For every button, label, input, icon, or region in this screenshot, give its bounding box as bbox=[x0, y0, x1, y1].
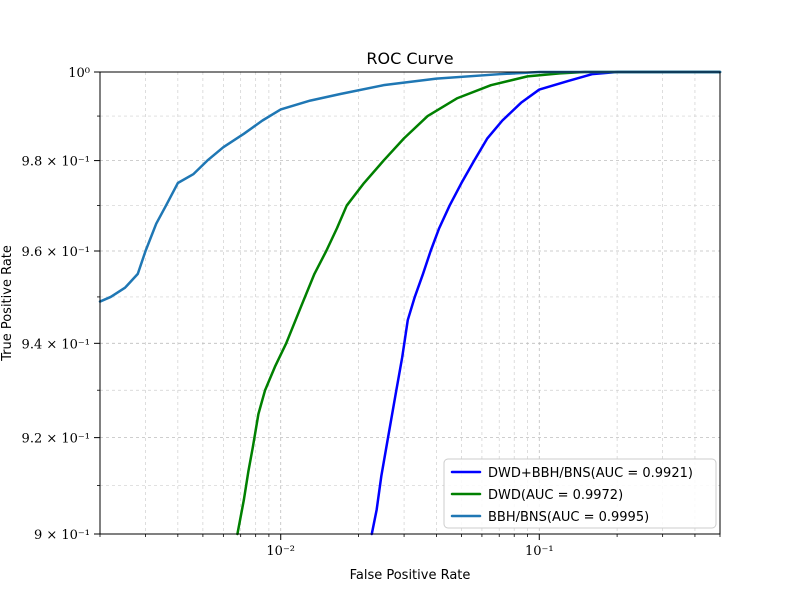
legend: DWD+BBH/BNS(AUC = 0.9921) DWD(AUC = 0.997… bbox=[443, 458, 717, 529]
series-line-1 bbox=[370, 70, 722, 536]
y-tick-label: 9 × 10⁻¹ bbox=[34, 528, 90, 543]
chart-title: ROC Curve bbox=[366, 49, 453, 68]
legend-label: BBH/BNS(AUC = 0.9995) bbox=[488, 510, 649, 525]
y-tick-label: 9.6 × 10⁻¹ bbox=[22, 245, 90, 260]
x-axis-label: False Positive Rate bbox=[350, 568, 471, 583]
series-line-2 bbox=[236, 70, 722, 536]
legend-label: DWD(AUC = 0.9972) bbox=[488, 488, 623, 503]
x-tick-label: 10⁻¹ bbox=[525, 544, 554, 559]
legend-label: DWD+BBH/BNS(AUC = 0.9921) bbox=[488, 466, 693, 481]
y-tick-label: 9.8 × 10⁻¹ bbox=[22, 155, 90, 170]
y-tick-label: 9.2 × 10⁻¹ bbox=[22, 432, 90, 447]
y-tick-label: 10⁰ bbox=[68, 66, 90, 81]
series-layer bbox=[98, 70, 722, 536]
x-tick-label: 10⁻² bbox=[266, 544, 295, 559]
plot-area-border bbox=[99, 71, 721, 535]
y-axis-label: True Positive Rate bbox=[0, 245, 15, 362]
legend-box bbox=[443, 458, 717, 529]
tick-layer: 10⁻² 10⁻¹ 9 × 10⁻¹ 9.2 × 10⁻¹ 9.4 × 10⁻¹ 9.6 … bbox=[22, 66, 721, 559]
y-tick-label: 9.4 × 10⁻¹ bbox=[22, 337, 90, 352]
series-line-3 bbox=[98, 70, 722, 303]
